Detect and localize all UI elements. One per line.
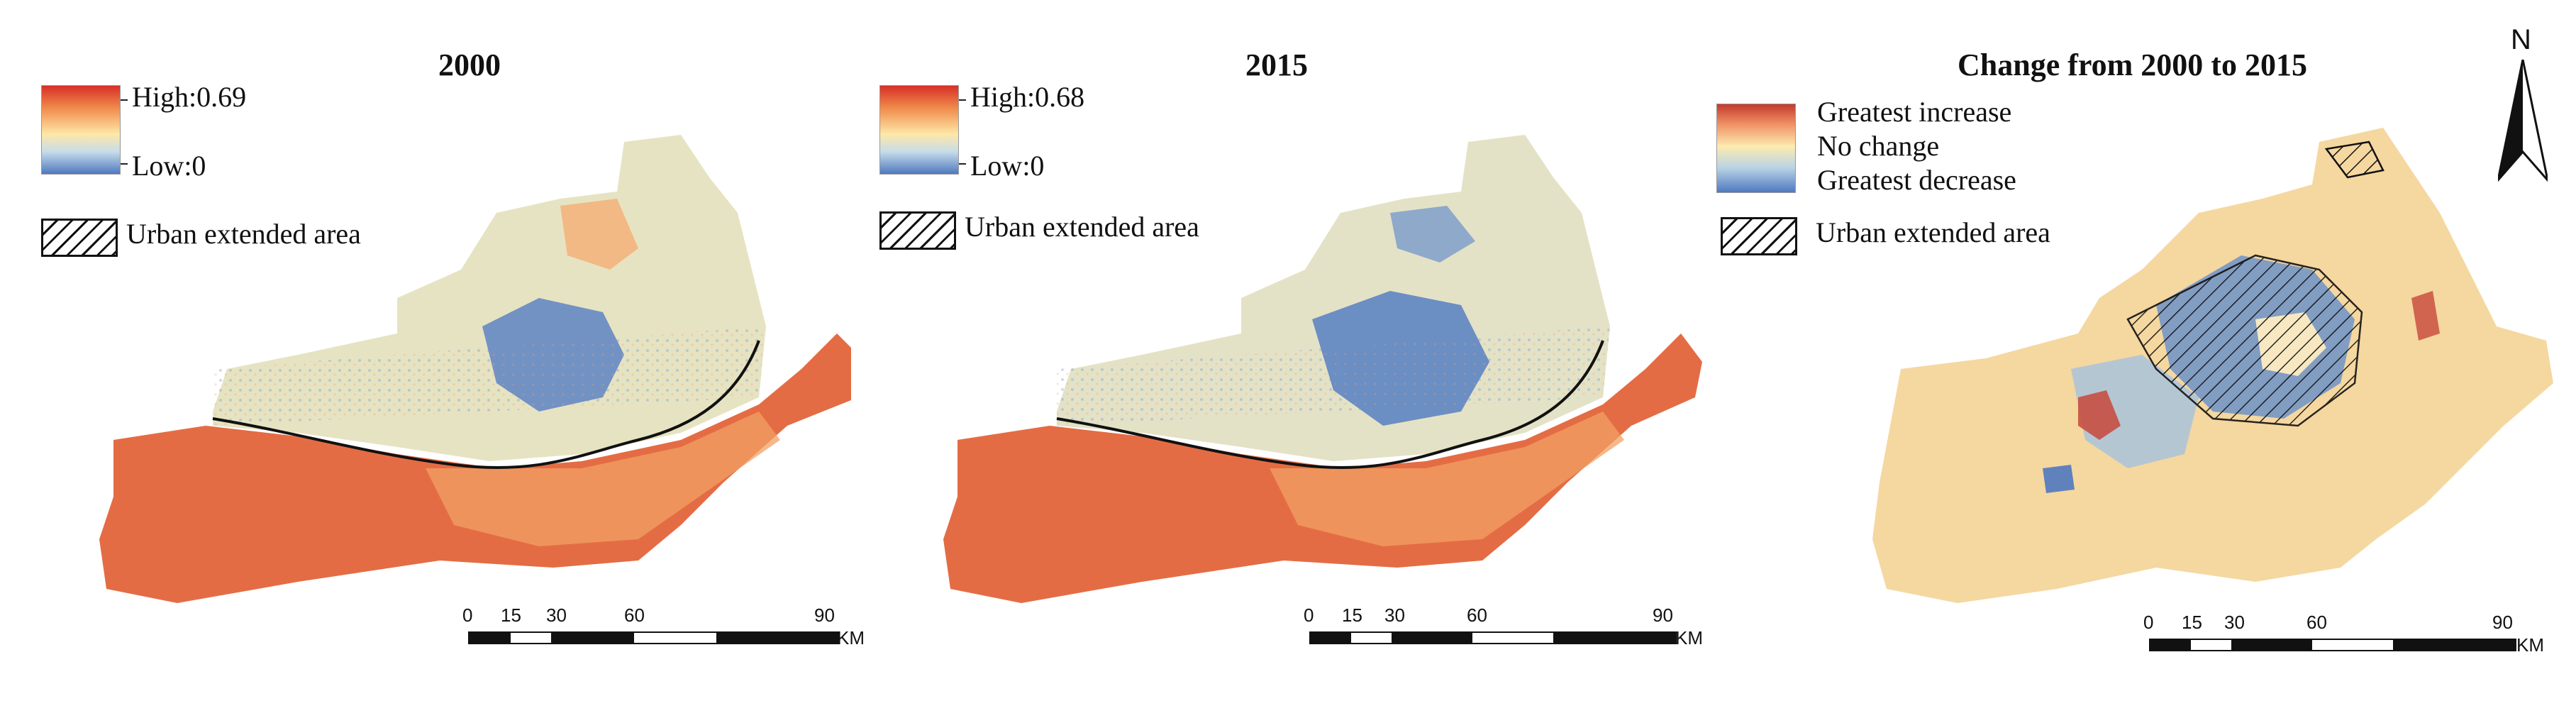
panel-2015: 2015 High:0.68 Low:0 Urban extended area… <box>851 0 1703 701</box>
scale-bar <box>1309 631 1677 644</box>
scale-bar <box>2149 639 2516 651</box>
decrease-zone <box>2071 355 2199 468</box>
scale-tick-15: 15 <box>1342 605 1362 626</box>
legend-tick-high <box>959 99 966 101</box>
south-mid-tone <box>1270 412 1624 546</box>
scale-tick-0: 0 <box>1304 605 1314 626</box>
scale-unit: KM <box>837 627 865 648</box>
decrease-patch-small <box>2043 465 2075 493</box>
scale-unit: KM <box>2516 634 2544 656</box>
scale-tick-15: 15 <box>501 605 521 626</box>
scale-bar <box>468 631 840 644</box>
scale-tick-60: 60 <box>2306 612 2327 633</box>
scale-tick-90: 90 <box>1653 605 1673 626</box>
panel-2000: 2000 High:0.69 Low:0 Urban extended area… <box>0 0 865 701</box>
legend-tick-low <box>121 163 128 165</box>
urban-extended-area <box>2126 254 2363 427</box>
panel-title: Change from 2000 to 2015 <box>1958 48 2307 82</box>
map-2015 <box>943 135 1702 603</box>
north-arrow-icon <box>2498 60 2548 182</box>
increase-patch <box>2078 390 2121 440</box>
scale-tick-0: 0 <box>462 605 473 626</box>
urban-hatch-swatch <box>41 219 118 257</box>
boundary-line <box>212 340 760 470</box>
north-label: N <box>2511 24 2531 55</box>
urban-hatch-swatch <box>879 211 956 250</box>
legend-color-ramp <box>41 85 121 175</box>
urban-label: Urban extended area <box>126 218 361 250</box>
scale-tick-15: 15 <box>2182 612 2202 633</box>
legend-low-label: Low:0 <box>132 150 206 182</box>
panel-change: Change from 2000 to 2015 Greatest increa… <box>1702 0 2576 701</box>
map-change <box>1872 128 2553 603</box>
panel-title: 2000 <box>438 48 501 82</box>
scale-tick-30: 30 <box>546 605 567 626</box>
legend-high-label: High:0.69 <box>132 81 247 113</box>
legend-high-label: High:0.68 <box>970 81 1085 113</box>
south-mid-tone <box>426 412 780 546</box>
north-orange-patch <box>560 199 638 270</box>
map-2000 <box>99 135 851 603</box>
scale-tick-30: 30 <box>2224 612 2245 633</box>
scale-tick-60: 60 <box>624 605 645 626</box>
urban-label: Urban extended area <box>1816 216 2050 248</box>
scale-unit: KM <box>1675 627 1703 648</box>
legend-tick-high <box>121 99 128 101</box>
legend-color-ramp <box>879 85 959 175</box>
legend-low-label: Low:0 <box>970 150 1045 182</box>
urban-label: Urban extended area <box>965 211 1199 243</box>
legend-tick-low <box>959 163 966 165</box>
legend-no-change: No change <box>1817 130 1940 162</box>
panel-title: 2015 <box>1245 48 1308 82</box>
legend-color-ramp <box>1716 104 1796 193</box>
scale-tick-90: 90 <box>814 605 835 626</box>
boundary-line <box>1056 340 1604 470</box>
legend-greatest-decrease: Greatest decrease <box>1817 164 2016 196</box>
legend-greatest-increase: Greatest increase <box>1817 96 2012 128</box>
scale-tick-60: 60 <box>1467 605 1487 626</box>
scale-tick-90: 90 <box>2492 612 2513 633</box>
scale-tick-30: 30 <box>1384 605 1405 626</box>
north-blue-patch-small <box>1390 206 1475 263</box>
increase-patch-2 <box>2411 291 2440 341</box>
urban-hatch-swatch <box>1721 217 1797 255</box>
scale-tick-0: 0 <box>2143 612 2154 633</box>
urban-extended-area-north <box>2324 140 2385 179</box>
